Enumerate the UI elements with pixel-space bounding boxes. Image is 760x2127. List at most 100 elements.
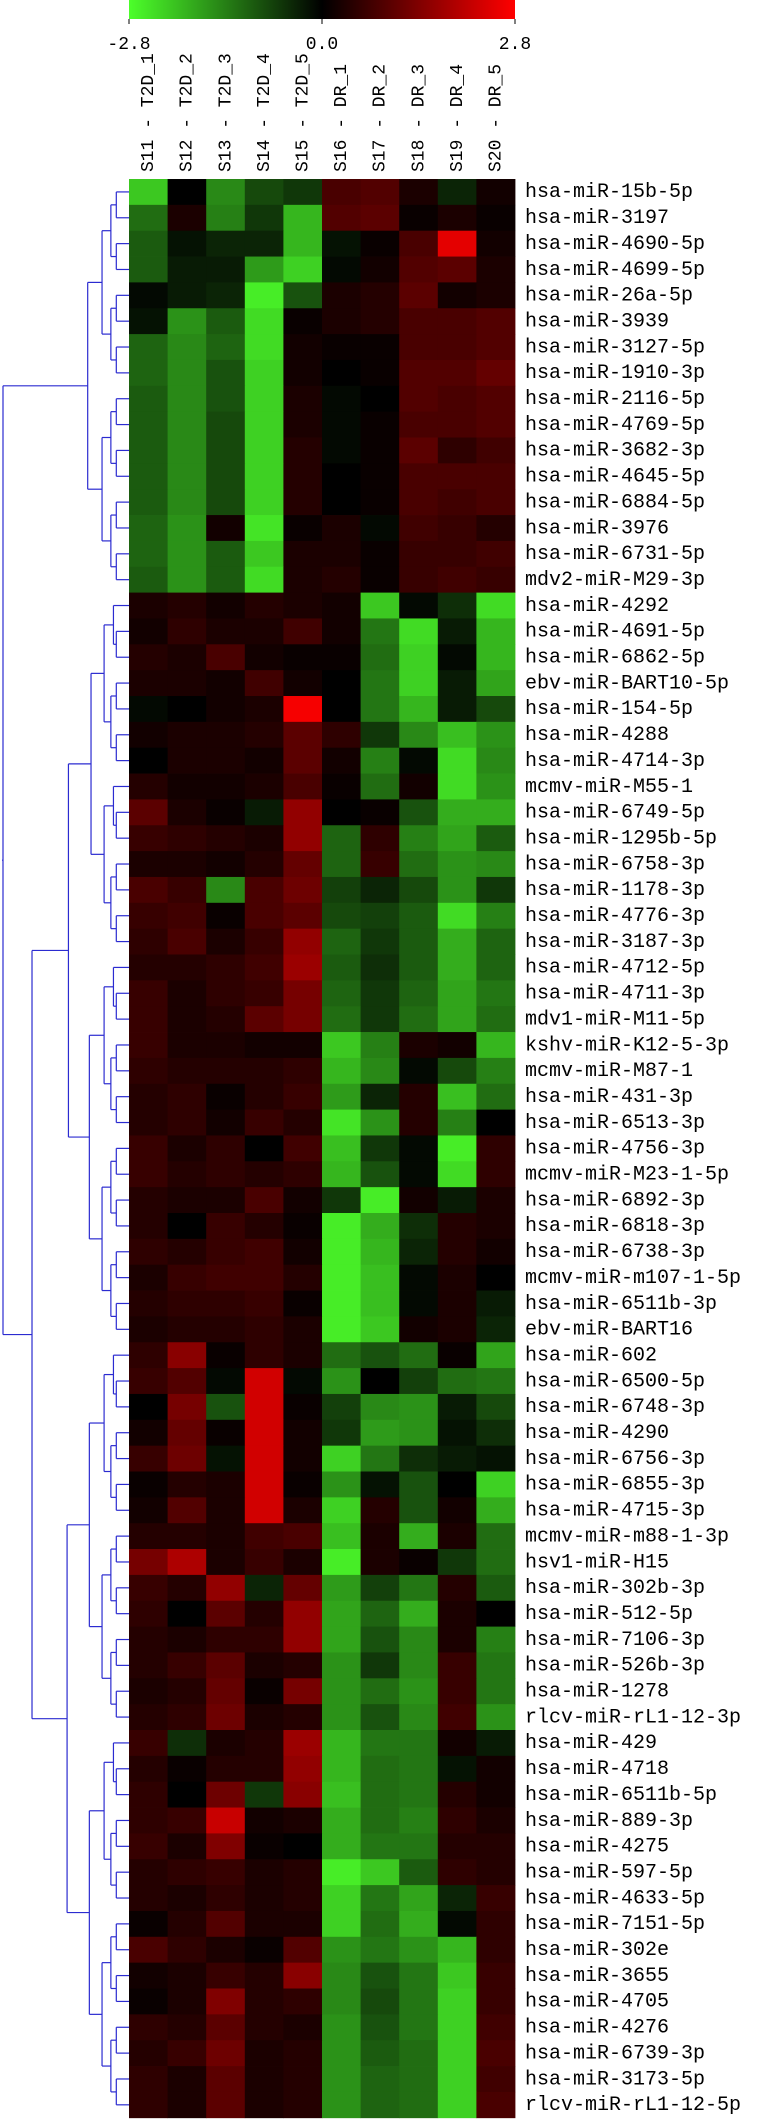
heatmap-cell: [360, 825, 400, 852]
heatmap-cell: [476, 230, 516, 257]
heatmap-cell: [129, 489, 168, 516]
row-label: hsa-miR-7151-5p: [525, 1913, 705, 1936]
heatmap-cell: [360, 1471, 400, 1498]
row-label: hsa-miR-3187-3p: [525, 931, 705, 954]
heatmap-cell: [437, 1523, 477, 1550]
heatmap-cell: [476, 1988, 516, 2015]
heatmap-cell: [360, 696, 400, 723]
heatmap-cell: [129, 1083, 168, 1110]
heatmap-cell: [129, 902, 168, 930]
heatmap-cell: [437, 1290, 477, 1317]
heatmap-cell: [322, 1393, 361, 1421]
heatmap-cell: [476, 1523, 516, 1550]
heatmap-cell: [283, 1574, 323, 1602]
heatmap-cell: [322, 282, 361, 309]
heatmap-cell: [322, 1936, 361, 1964]
heatmap-cell: [437, 1626, 477, 1653]
heatmap-cell: [322, 747, 361, 774]
heatmap-cell: [167, 928, 207, 955]
heatmap-cell: [244, 1316, 284, 1343]
heatmap-cell: [244, 1807, 284, 1834]
heatmap-cell: [244, 1678, 284, 1705]
heatmap-cell: [283, 1885, 323, 1912]
heatmap-cell: [437, 1574, 477, 1602]
heatmap-cell: [244, 1781, 284, 1808]
heatmap-cell: [129, 618, 168, 645]
heatmap-cell: [360, 954, 400, 981]
heatmap-cell: [399, 2066, 439, 2093]
heatmap-cell: [437, 1238, 477, 1266]
heatmap-cell: [206, 1161, 246, 1188]
dendrogram: [2, 191, 129, 2106]
heatmap-cell: [206, 1549, 246, 1576]
heatmap-cell: [399, 1652, 439, 1679]
heatmap-cell: [283, 1213, 323, 1240]
heatmap-cell: [167, 463, 207, 490]
heatmap-cell: [283, 437, 323, 464]
heatmap-cell: [437, 773, 477, 800]
heatmap-cell: [129, 980, 168, 1007]
heatmap-cell: [399, 1006, 439, 1033]
heatmap-cell: [399, 1290, 439, 1317]
row-label: hsa-miR-3939: [525, 310, 669, 333]
row-label: mcmv-miR-M87-1: [525, 1060, 693, 1083]
heatmap-cell: [476, 1238, 516, 1266]
heatmap-cell: [206, 773, 246, 800]
heatmap-cell: [360, 2014, 400, 2041]
heatmap-cell: [360, 1781, 400, 1808]
heatmap-cell: [437, 1755, 477, 1783]
heatmap-cell: [437, 1859, 477, 1886]
heatmap-cell: [437, 489, 477, 516]
row-label: hsa-miR-15b-5p: [525, 181, 693, 204]
heatmap-cell: [244, 1445, 284, 1472]
heatmap-cell: [129, 851, 168, 878]
heatmap-cell: [206, 489, 246, 516]
heatmap-cell: [244, 670, 284, 697]
heatmap-cell: [283, 876, 323, 904]
heatmap-cell: [437, 1678, 477, 1705]
heatmap-cell: [360, 1910, 400, 1938]
heatmap-cell: [399, 1807, 439, 1834]
heatmap-cell: [283, 1057, 323, 1085]
heatmap-cell: [437, 1833, 477, 1860]
heatmap-cell: [360, 1238, 400, 1266]
heatmap-cell: [437, 1187, 477, 1214]
heatmap-cell: [476, 1833, 516, 1860]
heatmap-cell: [283, 1833, 323, 1860]
heatmap-cell: [129, 1678, 168, 1705]
heatmap-cell: [360, 773, 400, 800]
colorbar-tick-label: 2.8: [499, 35, 531, 55]
heatmap-cell: [167, 1574, 207, 1602]
heatmap-cell: [360, 385, 400, 413]
heatmap-cell: [399, 1910, 439, 1938]
heatmap-cell: [283, 1755, 323, 1783]
heatmap-cell: [476, 1006, 516, 1033]
heatmap-cell: [437, 592, 477, 619]
heatmap-cell: [360, 1083, 400, 1110]
heatmap-cell: [129, 256, 168, 283]
heatmap-cell: [437, 1730, 477, 1757]
heatmap-cell: [437, 179, 477, 206]
heatmap-cell: [206, 1962, 246, 1989]
heatmap-cell: [360, 1574, 400, 1602]
heatmap-cell: [167, 1032, 207, 1059]
heatmap-cell: [244, 1368, 284, 1395]
heatmap-cell: [360, 463, 400, 490]
heatmap-cell: [476, 2040, 516, 2067]
heatmap-cell: [360, 179, 400, 206]
heatmap-cell: [167, 1859, 207, 1886]
heatmap-cell: [437, 2014, 477, 2041]
heatmap-cell: [399, 618, 439, 645]
heatmap-cell: [206, 282, 246, 309]
heatmap-cell: [129, 799, 168, 826]
row-label: hsa-miR-6513-3p: [525, 1112, 705, 1135]
heatmap-cell: [206, 359, 246, 387]
column-label: S16 - DR_1: [332, 64, 352, 172]
row-label: hsa-miR-4290: [525, 1422, 669, 1445]
row-label: rlcv-miR-rL1-12-5p: [525, 2094, 741, 2117]
heatmap-cell: [322, 359, 361, 387]
heatmap-cell: [322, 308, 361, 335]
heatmap-cell: [322, 644, 361, 671]
heatmap-cell: [360, 2091, 400, 2119]
heatmap-cell: [244, 1187, 284, 1214]
